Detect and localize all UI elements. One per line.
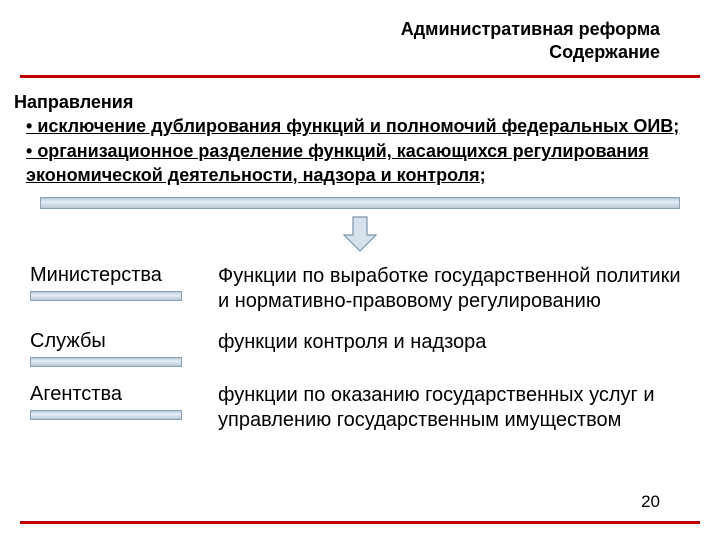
top-rule xyxy=(20,75,700,78)
row-bar xyxy=(30,410,182,420)
row-label: Службы xyxy=(30,330,200,353)
body-row: Агентства функции по оказанию государств… xyxy=(30,383,690,433)
bullet-text: организационное разделение функций, каса… xyxy=(26,141,649,184)
slide-header: Административная реформа Содержание xyxy=(0,0,720,71)
horizontal-bar xyxy=(40,197,680,209)
section-label: Направления xyxy=(14,92,720,113)
row-left: Агентства xyxy=(30,383,218,420)
bullet-item: • исключение дублирования функций и полн… xyxy=(26,115,694,138)
row-left: Службы xyxy=(30,330,218,367)
row-left: Министерства xyxy=(30,264,218,301)
bullet-text: исключение дублирования функций и полном… xyxy=(37,116,679,136)
body-row: Министерства Функции по выработке госуда… xyxy=(30,264,690,314)
row-bar xyxy=(30,357,182,367)
row-desc: функции контроля и надзора xyxy=(218,330,690,355)
down-arrow-icon xyxy=(340,215,380,253)
row-label: Министерства xyxy=(30,264,200,287)
bullets-block: • исключение дублирования функций и полн… xyxy=(26,115,694,187)
row-desc: функции по оказанию государственных услу… xyxy=(218,383,690,433)
header-line2: Содержание xyxy=(0,41,660,64)
bullet-item: • организационное разделение функций, ка… xyxy=(26,140,694,187)
row-label: Агентства xyxy=(30,383,200,406)
row-desc: Функции по выработке государственной пол… xyxy=(218,264,690,314)
row-bar xyxy=(30,291,182,301)
bottom-rule xyxy=(20,521,700,524)
down-arrow xyxy=(0,215,720,258)
header-line1: Административная реформа xyxy=(0,18,660,41)
body-row: Службы функции контроля и надзора xyxy=(30,330,690,367)
body-rows: Министерства Функции по выработке госуда… xyxy=(30,264,690,433)
page-number: 20 xyxy=(641,492,660,512)
